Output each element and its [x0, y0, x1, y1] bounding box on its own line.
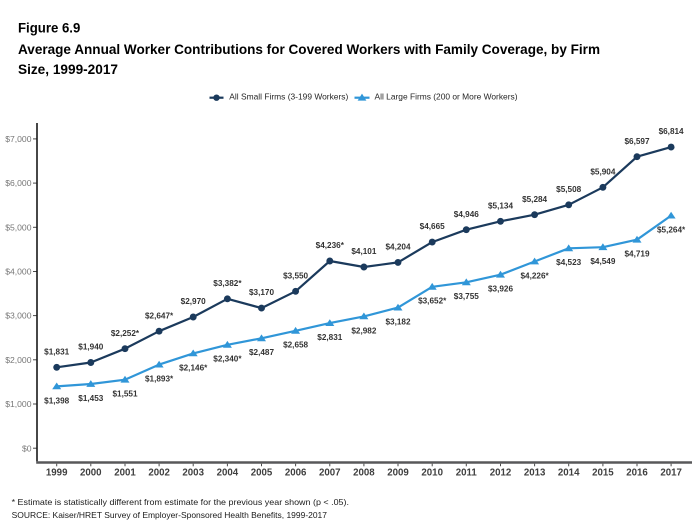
- svg-text:$5,134: $5,134: [488, 201, 513, 210]
- svg-text:$1,893*: $1,893*: [145, 375, 174, 384]
- svg-text:$6,814: $6,814: [659, 127, 684, 136]
- svg-text:$5,508: $5,508: [556, 185, 581, 194]
- svg-text:$4,226*: $4,226*: [520, 271, 549, 280]
- svg-text:$6,597: $6,597: [624, 137, 649, 146]
- svg-text:$2,970: $2,970: [181, 297, 206, 306]
- svg-text:$2,487: $2,487: [249, 348, 274, 357]
- svg-text:$1,000: $1,000: [5, 399, 32, 409]
- svg-text:$2,647*: $2,647*: [145, 311, 174, 320]
- svg-text:$2,658: $2,658: [283, 341, 308, 350]
- svg-text:2010: 2010: [421, 467, 443, 478]
- svg-text:Figure 6.9: Figure 6.9: [18, 21, 80, 36]
- svg-text:$2,982: $2,982: [351, 326, 376, 335]
- svg-text:$4,523: $4,523: [556, 258, 581, 267]
- svg-text:$4,946: $4,946: [454, 210, 479, 219]
- svg-text:$1,551: $1,551: [112, 390, 137, 399]
- svg-text:$0: $0: [22, 443, 32, 453]
- svg-text:2015: 2015: [592, 467, 614, 478]
- svg-text:2009: 2009: [387, 467, 409, 478]
- svg-text:$5,000: $5,000: [5, 222, 32, 232]
- svg-text:All Large Firms (200 or More W: All Large Firms (200 or More Workers): [375, 93, 518, 102]
- svg-text:$5,904: $5,904: [590, 167, 615, 176]
- svg-text:2008: 2008: [353, 467, 375, 478]
- svg-text:Average Annual Worker Contribu: Average Annual Worker Contributions for …: [18, 42, 600, 57]
- svg-text:$3,170: $3,170: [249, 288, 274, 297]
- svg-text:$2,831: $2,831: [317, 333, 342, 342]
- svg-text:Size, 1999-2017: Size, 1999-2017: [18, 62, 118, 77]
- svg-text:$6,000: $6,000: [5, 178, 32, 188]
- svg-text:$4,665: $4,665: [420, 222, 445, 231]
- svg-text:SOURCE: Kaiser/HRET Survey of: SOURCE: Kaiser/HRET Survey of Employer-S…: [12, 510, 328, 520]
- svg-text:$2,000: $2,000: [5, 355, 32, 365]
- svg-text:$4,204: $4,204: [385, 243, 410, 252]
- svg-text:$3,926: $3,926: [488, 285, 513, 294]
- svg-text:$2,340*: $2,340*: [213, 355, 242, 364]
- svg-text:2013: 2013: [524, 467, 546, 478]
- svg-text:$3,182: $3,182: [385, 318, 410, 327]
- svg-text:2017: 2017: [660, 467, 682, 478]
- svg-text:2014: 2014: [558, 467, 580, 478]
- svg-text:2002: 2002: [148, 467, 170, 478]
- svg-text:$3,382*: $3,382*: [213, 279, 242, 288]
- svg-text:$1,940: $1,940: [78, 343, 103, 352]
- svg-text:$4,236*: $4,236*: [316, 241, 345, 250]
- svg-text:$3,755: $3,755: [454, 292, 479, 301]
- svg-text:All Small Firms (3-199 Workers: All Small Firms (3-199 Workers): [229, 93, 348, 102]
- svg-text:$4,549: $4,549: [590, 257, 615, 266]
- svg-text:2004: 2004: [217, 467, 239, 478]
- svg-text:2000: 2000: [80, 467, 102, 478]
- svg-text:$1,831: $1,831: [44, 347, 69, 356]
- svg-text:$7,000: $7,000: [5, 134, 32, 144]
- svg-text:$2,252*: $2,252*: [111, 329, 140, 338]
- svg-text:2003: 2003: [182, 467, 204, 478]
- svg-text:$1,453: $1,453: [78, 394, 103, 403]
- svg-text:2005: 2005: [251, 467, 273, 478]
- svg-text:2006: 2006: [285, 467, 307, 478]
- svg-text:$5,284: $5,284: [522, 195, 547, 204]
- svg-text:$4,101: $4,101: [351, 247, 376, 256]
- svg-text:$4,000: $4,000: [5, 267, 32, 277]
- svg-text:1999: 1999: [46, 467, 68, 478]
- svg-text:2007: 2007: [319, 467, 341, 478]
- svg-text:$4,719: $4,719: [624, 250, 649, 259]
- svg-text:$3,550: $3,550: [283, 271, 308, 280]
- svg-text:$3,000: $3,000: [5, 311, 32, 321]
- svg-text:$1,398: $1,398: [44, 396, 69, 405]
- svg-text:* Estimate is statistically di: * Estimate is statistically different fr…: [12, 497, 349, 507]
- svg-text:2001: 2001: [114, 467, 136, 478]
- svg-text:2016: 2016: [626, 467, 648, 478]
- svg-text:2012: 2012: [490, 467, 512, 478]
- svg-text:$2,146*: $2,146*: [179, 363, 208, 372]
- svg-text:2011: 2011: [456, 467, 478, 478]
- svg-text:$3,652*: $3,652*: [418, 297, 447, 306]
- svg-text:$5,264*: $5,264*: [657, 226, 686, 235]
